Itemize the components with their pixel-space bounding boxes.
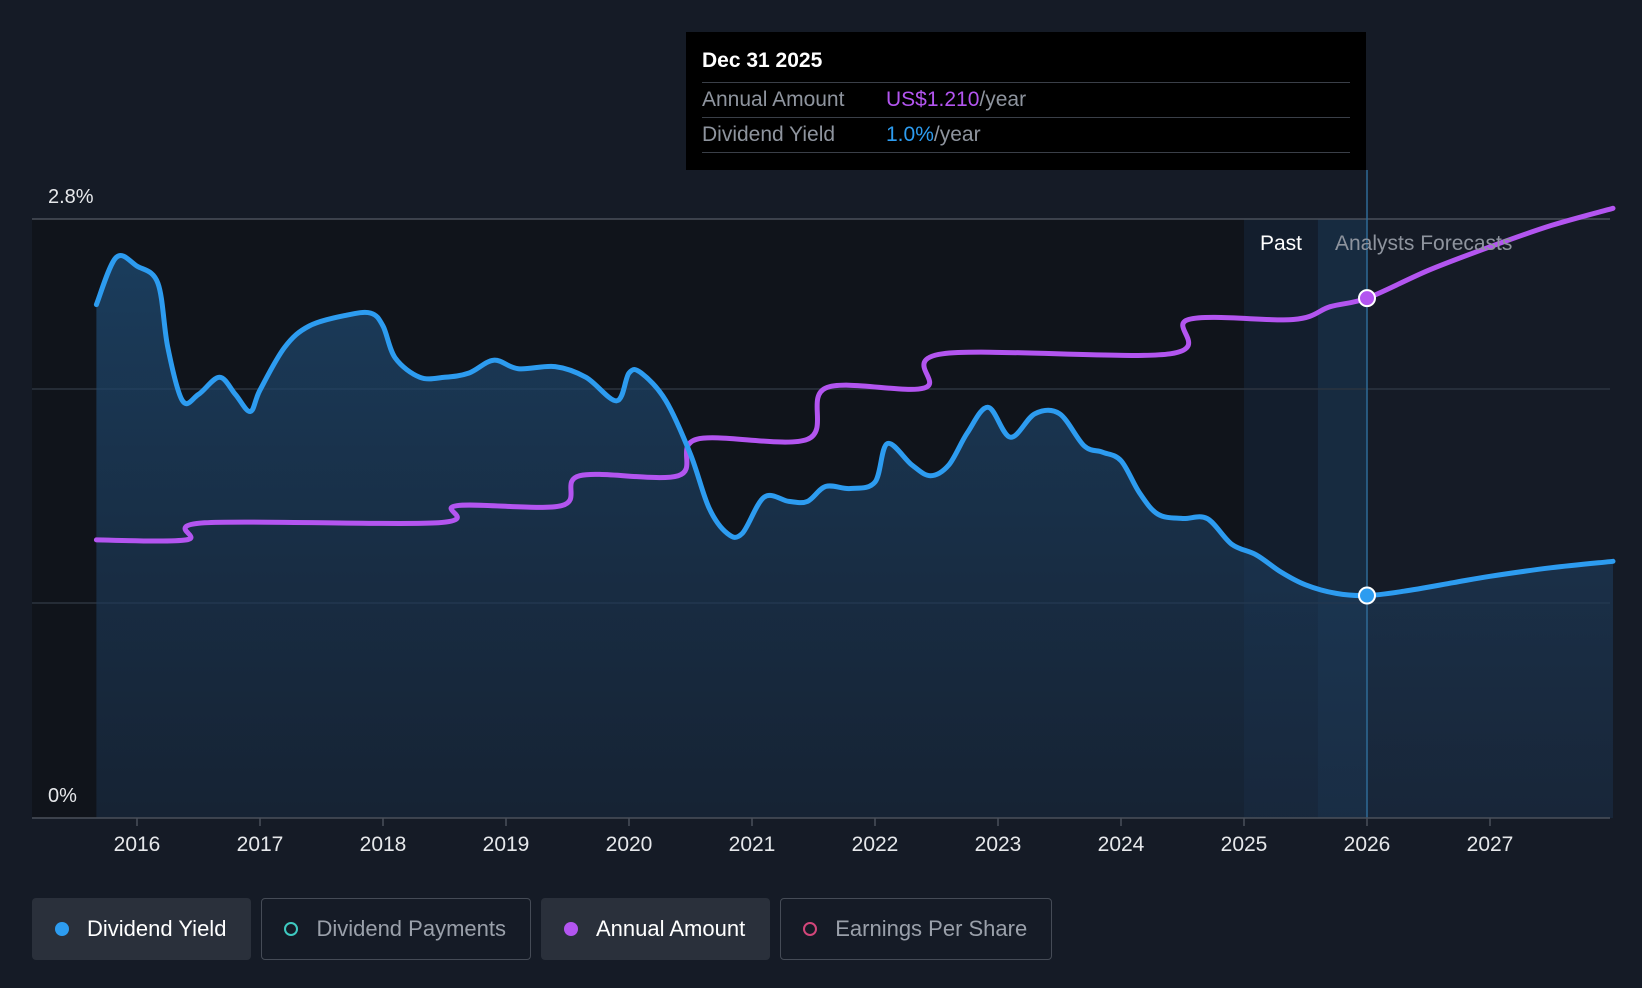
x-tick-label: 2020 xyxy=(606,833,653,856)
tooltip-annual-amount-value: US$1.210 xyxy=(886,88,980,111)
y-tick-label: 2.8% xyxy=(48,186,94,208)
x-tick-label: 2016 xyxy=(114,833,161,856)
legend-earnings-per-share-label: Earnings Per Share xyxy=(835,916,1028,941)
x-tick-label: 2027 xyxy=(1467,833,1514,856)
highlight-tooltip: Dec 31 2025 Annual Amount US$1.210 /year… xyxy=(686,32,1366,170)
legend-dividend-yield-label: Dividend Yield xyxy=(87,916,227,941)
legend-annual-amount-dot-icon xyxy=(563,922,578,936)
forecast-region-label: Analysts Forecasts xyxy=(1335,232,1512,255)
x-tick-label: 2024 xyxy=(1098,833,1145,856)
tooltip-date: Dec 31 2025 xyxy=(702,46,1350,83)
legend-dividend-payments-label: Dividend Payments xyxy=(316,916,506,941)
legend-earnings-per-share[interactable]: Earnings Per Share xyxy=(780,898,1053,960)
tooltip-annual-amount-label: Annual Amount xyxy=(702,88,845,111)
x-tick-label: 2022 xyxy=(852,833,899,856)
legend-dividend-payments[interactable]: Dividend Payments xyxy=(261,898,531,960)
dividend-yield-area xyxy=(96,255,1613,819)
tooltip-yield-row: Dividend Yield 1.0% /year xyxy=(702,118,1350,153)
y-axis-labels: 2.8% 0% xyxy=(48,186,94,807)
legend-annual-amount[interactable]: Annual Amount xyxy=(540,898,771,960)
x-tick-label: 2025 xyxy=(1221,833,1268,856)
x-tick-label: 2023 xyxy=(975,833,1022,856)
tooltip-annual-amount-unit: /year xyxy=(979,88,1027,111)
dividend-yield-line xyxy=(93,253,1616,599)
annual-amount-highlight-point[interactable] xyxy=(1358,289,1376,308)
tooltip-annual-amount-row: Annual Amount US$1.210 /year xyxy=(702,83,1350,118)
legend-dividend-yield[interactable]: Dividend Yield xyxy=(32,898,252,960)
dividend-yield-highlight-point[interactable] xyxy=(1358,586,1376,605)
legend-dividend-yield-dot-icon xyxy=(55,922,69,936)
legend-annual-amount-label: Annual Amount xyxy=(595,916,746,941)
legend: Dividend Yield Dividend Payments Annual … xyxy=(32,898,1053,960)
x-tick-label: 2019 xyxy=(483,833,530,856)
x-tick-label: 2017 xyxy=(237,833,284,856)
legend-earnings-per-share-ring-icon xyxy=(803,922,818,936)
tooltip-yield-label: Dividend Yield xyxy=(702,123,836,146)
x-tick-label: 2018 xyxy=(360,833,407,856)
x-tick-label: 2026 xyxy=(1344,833,1391,856)
past-region-label: Past xyxy=(1260,232,1302,255)
tooltip-yield-unit: /year xyxy=(933,123,981,146)
legend-dividend-payments-ring-icon xyxy=(284,922,299,936)
tooltip-yield-value: 1.0% xyxy=(886,123,934,146)
x-axis: 2016 2017 2018 2019 2020 2021 2022 2023 2024 2025… xyxy=(32,817,1610,856)
x-tick-label: 2021 xyxy=(729,833,776,856)
y-tick-label: 0% xyxy=(48,785,77,807)
